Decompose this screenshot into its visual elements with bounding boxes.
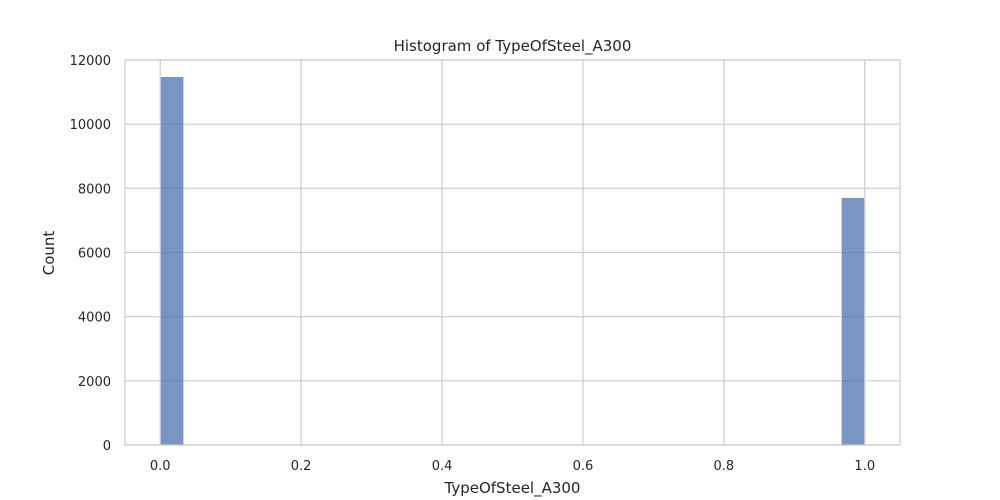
y-tick-label: 4000 xyxy=(78,311,111,326)
x-tick-label: 0.2 xyxy=(291,459,312,474)
x-tick-label: 1.0 xyxy=(854,459,875,474)
x-axis-ticks: 0.0 0.2 0.4 0.6 0.8 1.0 xyxy=(150,459,875,474)
x-tick-label: 0.4 xyxy=(432,459,453,474)
chart-title: Histogram of TypeOfSteel_A300 xyxy=(394,37,632,56)
y-axis-ticks: 0 2000 4000 6000 8000 10000 12000 xyxy=(70,54,111,454)
histogram-bar xyxy=(159,76,184,446)
x-tick-label: 0.6 xyxy=(573,459,594,474)
x-tick-label: 0.8 xyxy=(714,459,735,474)
y-tick-label: 2000 xyxy=(78,375,111,390)
y-tick-label: 12000 xyxy=(70,54,111,69)
y-tick-label: 10000 xyxy=(70,118,111,133)
histogram-bar xyxy=(841,197,866,446)
x-tick-label: 0.0 xyxy=(150,459,171,474)
y-tick-label: 0 xyxy=(103,439,111,454)
x-axis-label: TypeOfSteel_A300 xyxy=(444,479,581,498)
plot-frame xyxy=(124,59,901,446)
y-tick-label: 6000 xyxy=(78,247,111,262)
y-axis-label: Count xyxy=(40,231,58,276)
y-tick-label: 8000 xyxy=(78,182,111,197)
